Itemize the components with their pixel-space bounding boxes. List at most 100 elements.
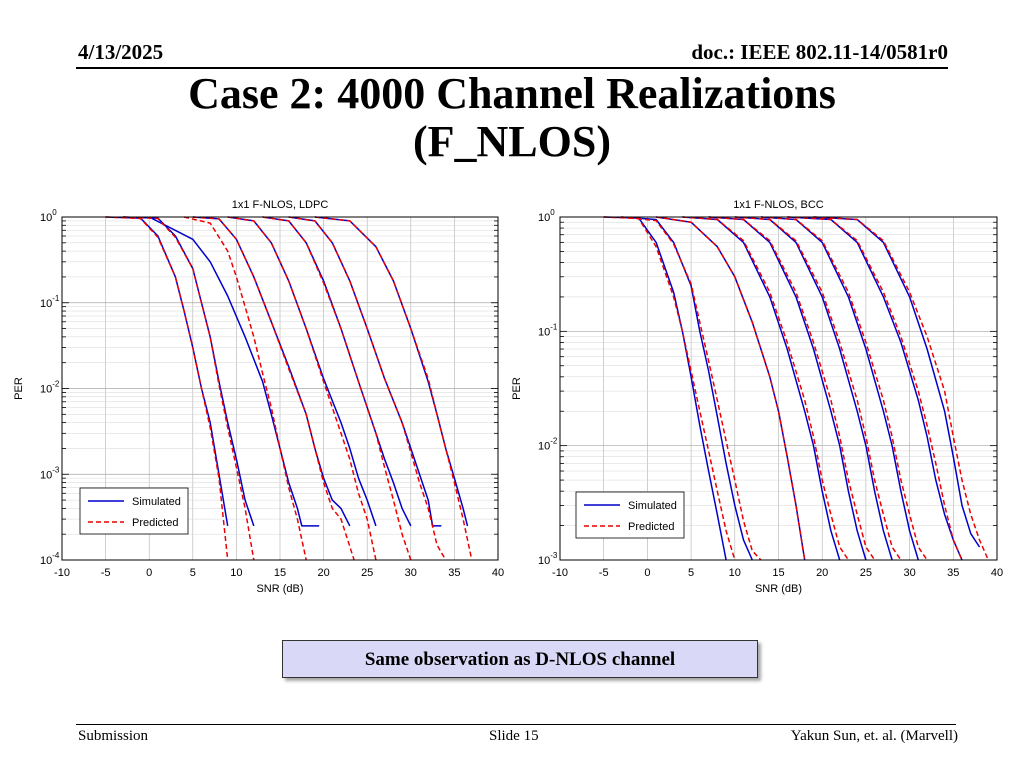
- chart-1-legend-label-predicted: Predicted: [628, 521, 674, 533]
- chart-1-legend-box: [575, 491, 685, 539]
- chart-1-ytick-base: 10: [538, 555, 550, 567]
- chart-0-frame: [61, 216, 499, 561]
- chart-1-predicted-curve-8: [813, 216, 989, 561]
- chart-0-xtick-label: -10: [54, 567, 70, 579]
- chart-0-ytick-label: 10-1: [40, 294, 60, 310]
- chart-1-xtick-label: 15: [772, 567, 784, 579]
- header-doc-id: doc.: IEEE 802.11-14/0581r0: [691, 40, 948, 64]
- chart-1-legend: Simulated Predicted: [575, 491, 685, 539]
- chart-1-ytick-base: 10: [538, 326, 550, 338]
- chart-0-xtick-label: 35: [448, 567, 460, 579]
- chart-1-predicted-curve-7: [787, 216, 963, 561]
- chart-1-x-axis-label: SNR (dB): [755, 583, 802, 595]
- chart-0-ytick-exp: 0: [52, 208, 57, 217]
- observation-note: Same observation as D-NLOS channel: [282, 640, 758, 678]
- chart-1-simulated-curve-7: [787, 216, 963, 561]
- chart-0-xtick-label: 0: [146, 567, 152, 579]
- footer-author: Yakun Sun, et. al. (Marvell): [790, 728, 958, 744]
- chart-1-xtick-label: 35: [947, 567, 959, 579]
- chart-1-frame: [559, 216, 998, 561]
- chart-0-predicted-curve-6: [288, 216, 447, 561]
- chart-1-ytick-exp: -1: [550, 322, 558, 331]
- chart-1-ytick-label: 10-1: [538, 322, 558, 338]
- header-date: 4/13/2025: [78, 40, 164, 64]
- chart-ldpc: -10 -5 0 5 10 15 20 25 30 35 4010010-110-210-310-4…: [13, 199, 504, 595]
- chart-0-curves: [105, 216, 473, 561]
- chart-1-xtick-label: 5: [688, 567, 694, 579]
- chart-0-ytick-exp: -1: [52, 294, 60, 303]
- chart-1-simulated-curve-1: [621, 216, 753, 561]
- footer-divider: [76, 724, 956, 725]
- chart-1-ytick-label: 10-2: [538, 437, 558, 453]
- chart-1-xtick-label: -5: [599, 567, 609, 579]
- footer-slide-number: Slide 15: [489, 728, 539, 744]
- chart-1-ytick-label: 10-3: [538, 551, 558, 567]
- slide-title-line1: Case 2: 4000 Channel Realizations: [188, 69, 836, 118]
- chart-1-ytick-exp: -3: [550, 551, 558, 560]
- chart-0-xtick-label: 25: [361, 567, 373, 579]
- chart-0-predicted-curve-5: [262, 216, 412, 561]
- chart-0-xtick-label: 20: [317, 567, 329, 579]
- chart-0-ytick-exp: -3: [52, 465, 60, 474]
- chart-0-ytick-base: 10: [40, 384, 52, 396]
- chart-0-predicted-curve-3: [192, 216, 355, 561]
- chart-1-xtick-label: -10: [552, 567, 568, 579]
- chart-0-xtick-label: 5: [190, 567, 196, 579]
- chart-0-predicted-curve-2: [183, 216, 307, 561]
- chart-1-ytick-base: 10: [538, 212, 550, 224]
- chart-0-simulated-curve-2: [148, 216, 320, 527]
- chart-0-legend: Simulated Predicted: [79, 487, 189, 535]
- chart-0-predicted-curve-4: [227, 216, 377, 561]
- chart-1-ytick-exp: 0: [550, 208, 555, 217]
- chart-0-simulated-curve-4: [227, 216, 377, 527]
- chart-1-xtick-label: 10: [729, 567, 741, 579]
- chart-0-ytick-base: 10: [40, 298, 52, 310]
- chart-1-simulated-curve-2: [655, 216, 806, 561]
- chart-1-predicted-curve-0: [603, 216, 736, 561]
- chart-1-xtick-label: 30: [903, 567, 915, 579]
- chart-1-ytick-exp: -2: [550, 437, 558, 446]
- chart-0-ytick-label: 100: [40, 208, 57, 224]
- header-divider: [76, 67, 948, 69]
- chart-1-curves: [603, 216, 989, 561]
- chart-0-predicted-curve-7: [314, 216, 473, 561]
- footer-submission: Submission: [78, 728, 149, 744]
- chart-1-predicted-curve-4: [708, 216, 876, 561]
- chart-0-xtick-label: 10: [230, 567, 242, 579]
- slide-title-line2: (F_NLOS): [413, 117, 611, 166]
- chart-1-predicted-curve-6: [760, 216, 928, 561]
- chart-1-predicted-curve-3: [682, 216, 850, 561]
- chart-0-x-axis-label: SNR (dB): [256, 583, 303, 595]
- chart-1-xtick-label: 0: [644, 567, 650, 579]
- chart-1-predicted-curve-5: [734, 216, 902, 561]
- chart-1-ytick-label: 100: [538, 208, 555, 224]
- chart-0-legend-label-simulated: Simulated: [132, 496, 181, 508]
- chart-1-legend-label-simulated: Simulated: [628, 500, 677, 512]
- chart-1-simulated-curve-8: [813, 216, 981, 548]
- chart-1-y-axis-label: PER: [511, 377, 523, 400]
- chart-0-legend-box: [79, 487, 189, 535]
- chart-1-title: 1x1 F-NLOS, BCC: [733, 199, 824, 211]
- chart-1-predicted-curve-1: [621, 216, 762, 561]
- chart-0-predicted-curve-1: [122, 216, 255, 561]
- chart-0-ytick-label: 10-4: [40, 551, 60, 567]
- chart-0-predicted-curve-0: [105, 216, 229, 561]
- chart-1-xtick-label: 25: [860, 567, 872, 579]
- chart-0-legend-label-predicted: Predicted: [132, 517, 178, 529]
- chart-0-ytick-label: 10-3: [40, 465, 60, 481]
- chart-0-ytick-exp: -4: [52, 551, 60, 560]
- chart-0-xtick-label: 40: [492, 567, 504, 579]
- chart-0-ytick-label: 10-2: [40, 380, 60, 396]
- chart-bcc: -10 -5 0 5 10 15 20 25 30 35 4010010-110-210-31x1 …: [511, 199, 1003, 595]
- chart-0-y-axis-label: PER: [13, 377, 25, 400]
- chart-0-xtick-label: 15: [274, 567, 286, 579]
- chart-0-ytick-exp: -2: [52, 380, 60, 389]
- chart-0-ytick-base: 10: [40, 212, 52, 224]
- chart-1-xtick-label: 20: [816, 567, 828, 579]
- chart-1-ytick-base: 10: [538, 441, 550, 453]
- chart-1-xtick-label: 40: [991, 567, 1003, 579]
- slide-title: Case 2: 4000 Channel Realizations (F_NLO…: [0, 70, 1024, 166]
- chart-0-xtick-label: -5: [101, 567, 111, 579]
- chart-0-ytick-base: 10: [40, 555, 52, 567]
- chart-0-ytick-base: 10: [40, 469, 52, 481]
